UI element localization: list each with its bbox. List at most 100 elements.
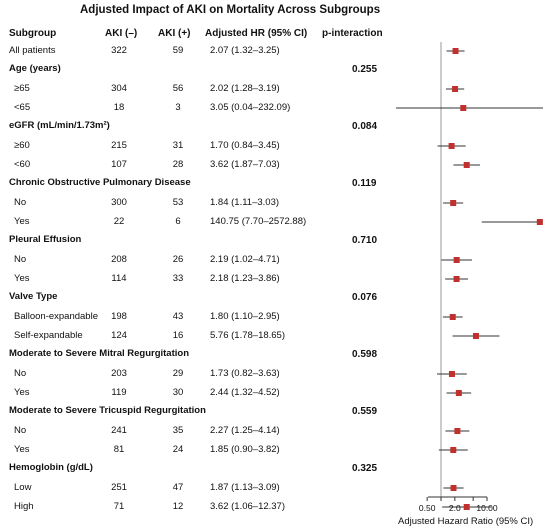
adjusted-hr-ci: 2.27 (1.25–4.14)	[210, 425, 280, 436]
adjusted-hr-ci: 140.75 (7.70–2572.88)	[210, 216, 307, 227]
subgroup-label: Balloon-expandable	[14, 311, 98, 322]
x-tick-label: 0.50	[419, 503, 436, 513]
subgroup-heading: eGFR (mL/min/1.73m²)	[9, 120, 110, 131]
column-header-subgroup: Subgroup	[9, 28, 57, 39]
subgroup-label: No	[14, 368, 27, 379]
subgroup-heading: Hemoglobin (g/dL)	[9, 462, 93, 473]
hr-point-marker	[448, 371, 455, 377]
subgroup-label: No	[14, 425, 27, 436]
aki-positive-count: 35	[172, 425, 184, 436]
aki-positive-count: 53	[172, 197, 184, 208]
subgroup-label: ≥60	[14, 140, 30, 151]
adjusted-hr-ci: 3.62 (1.06–12.37)	[210, 501, 286, 512]
aki-positive-count: 26	[172, 254, 184, 265]
column-header-p-interaction: p-interaction	[322, 28, 383, 39]
aki-positive-count: 28	[172, 159, 184, 170]
hr-point-marker	[450, 447, 457, 453]
aki-negative-count: 107	[111, 159, 127, 170]
aki-positive-count: 29	[172, 368, 184, 379]
p-interaction-value: 0.255	[352, 64, 378, 75]
subgroup-label: ≥65	[14, 83, 30, 94]
adjusted-hr-ci: 1.80 (1.10–2.95)	[210, 311, 280, 322]
hr-point-marker	[454, 428, 461, 434]
aki-negative-count: 114	[111, 273, 127, 284]
adjusted-hr-ci: 1.85 (0.90–3.82)	[210, 444, 280, 455]
aki-negative-count: 251	[111, 482, 127, 493]
x-axis-label: Adjusted Hazard Ratio (95% CI)	[398, 516, 534, 527]
aki-positive-count: 3	[175, 102, 181, 113]
aki-positive-count: 43	[172, 311, 184, 322]
hr-point-marker	[453, 276, 460, 282]
p-interaction-value: 0.710	[352, 235, 378, 246]
subgroup-heading: Chronic Obstructive Pulmonary Disease	[9, 177, 191, 188]
subgroup-heading: Pleural Effusion	[9, 234, 82, 245]
aki-positive-count: 16	[172, 330, 184, 341]
hr-point-marker	[452, 48, 459, 54]
adjusted-hr-ci: 2.44 (1.32–4.52)	[210, 387, 280, 398]
aki-negative-count: 208	[111, 254, 127, 265]
aki-negative-count: 215	[111, 140, 127, 151]
subgroup-heading: Moderate to Severe Tricuspid Regurgitati…	[9, 405, 206, 416]
hr-point-marker	[472, 333, 479, 339]
hr-point-marker	[455, 390, 462, 396]
aki-negative-count: 300	[111, 197, 127, 208]
aki-negative-count: 322	[111, 45, 127, 56]
hr-point-marker	[463, 504, 470, 510]
adjusted-hr-ci: 1.70 (0.84–3.45)	[210, 140, 280, 151]
subgroup-label: No	[14, 197, 27, 208]
aki-negative-count: 304	[111, 83, 127, 94]
column-header-aki-positive: AKI (+)	[158, 28, 191, 39]
adjusted-hr-ci: 2.18 (1.23–3.86)	[210, 273, 280, 284]
aki-positive-count: 24	[172, 444, 184, 455]
aki-positive-count: 33	[172, 273, 184, 284]
p-interaction-value: 0.084	[352, 121, 378, 132]
hr-point-marker	[460, 105, 467, 111]
subgroup-heading: Age (years)	[9, 63, 61, 74]
aki-negative-count: 81	[113, 444, 125, 455]
subgroup-label: Yes	[14, 387, 30, 398]
adjusted-hr-ci: 5.76 (1.78–18.65)	[210, 330, 286, 341]
subgroup-label: <60	[14, 159, 31, 170]
p-interaction-value: 0.325	[352, 463, 378, 474]
aki-negative-count: 22	[113, 216, 125, 227]
hr-point-marker	[450, 485, 457, 491]
x-tick-label: 2.0	[449, 503, 461, 513]
hr-point-marker	[450, 200, 457, 206]
hr-point-marker	[449, 314, 456, 320]
adjusted-hr-ci: 2.07 (1.32–3.25)	[210, 45, 280, 56]
adjusted-hr-ci: 3.05 (0.04–232.09)	[210, 102, 291, 113]
subgroup-label: Yes	[14, 273, 30, 284]
hr-point-marker	[452, 86, 459, 92]
chart-title: Adjusted Impact of AKI on Mortality Acro…	[80, 4, 381, 16]
p-interaction-value: 0.119	[352, 178, 377, 189]
adjusted-hr-ci: 1.87 (1.13–3.09)	[210, 482, 280, 493]
p-interaction-value: 0.559	[352, 406, 378, 417]
subgroup-label: Yes	[14, 444, 30, 455]
subgroup-label: No	[14, 254, 27, 265]
aki-positive-count: 59	[172, 45, 184, 56]
subgroup-label: High	[14, 501, 34, 512]
hr-point-marker	[453, 257, 460, 263]
aki-positive-count: 6	[175, 216, 181, 227]
subgroup-label: Low	[14, 482, 32, 493]
aki-positive-count: 12	[172, 501, 184, 512]
aki-positive-count: 47	[172, 482, 184, 493]
aki-negative-count: 18	[113, 102, 125, 113]
aki-negative-count: 203	[111, 368, 127, 379]
p-interaction-value: 0.076	[352, 292, 378, 303]
adjusted-hr-ci: 2.19 (1.02–4.71)	[210, 254, 280, 265]
hr-point-marker	[463, 162, 470, 168]
aki-negative-count: 124	[111, 330, 127, 341]
subgroup-heading: Valve Type	[9, 291, 58, 302]
x-tick-label: 10.00	[476, 503, 498, 513]
subgroup-heading: Moderate to Severe Mitral Regurgitation	[9, 348, 190, 359]
aki-positive-count: 56	[172, 83, 184, 94]
aki-positive-count: 30	[172, 387, 184, 398]
aki-negative-count: 198	[111, 311, 127, 322]
adjusted-hr-ci: 3.62 (1.87–7.03)	[210, 159, 280, 170]
aki-positive-count: 31	[172, 140, 184, 151]
p-interaction-value: 0.598	[352, 349, 378, 360]
adjusted-hr-ci: 2.02 (1.28–3.19)	[210, 83, 280, 94]
